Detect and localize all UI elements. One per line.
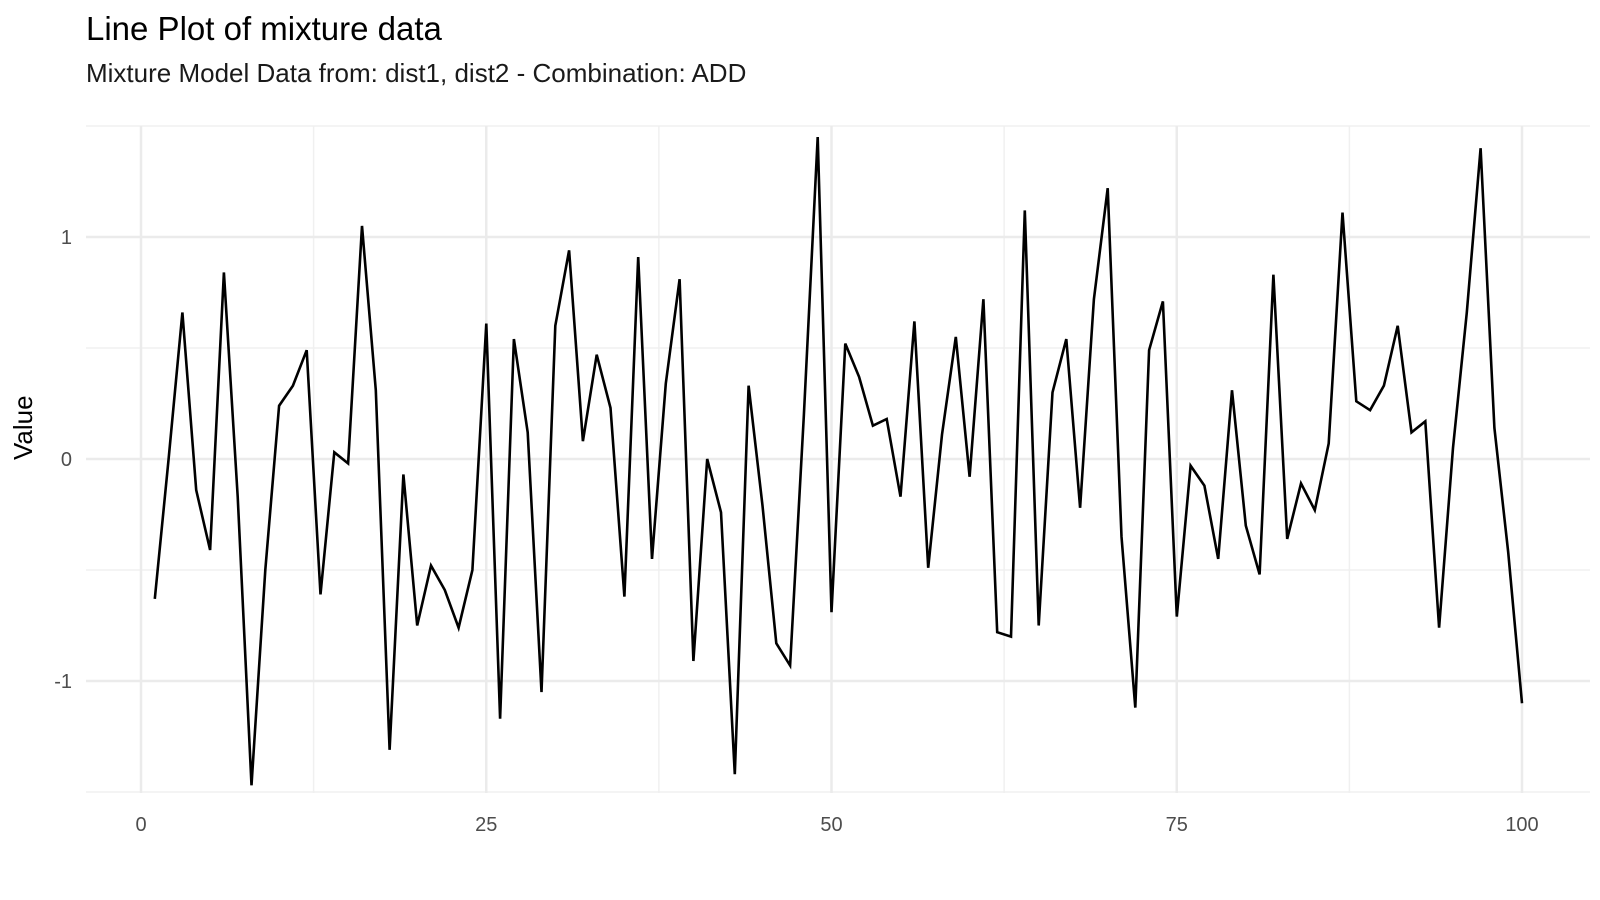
y-tick-label: -1 [54,671,72,693]
data-line [153,137,1524,786]
y-tick-label: 1 [61,227,72,249]
x-tick-label: 0 [135,814,146,836]
x-tick-label: 100 [1505,814,1538,836]
chart-title: Line Plot of mixture data [86,10,442,47]
chart-subtitle: Mixture Model Data from: dist1, dist2 - … [86,58,747,88]
y-tick-label: 0 [61,449,72,471]
x-tick-label: 75 [1166,814,1188,836]
x-tick-label: 50 [820,814,842,836]
x-tick-label: 25 [475,814,497,836]
